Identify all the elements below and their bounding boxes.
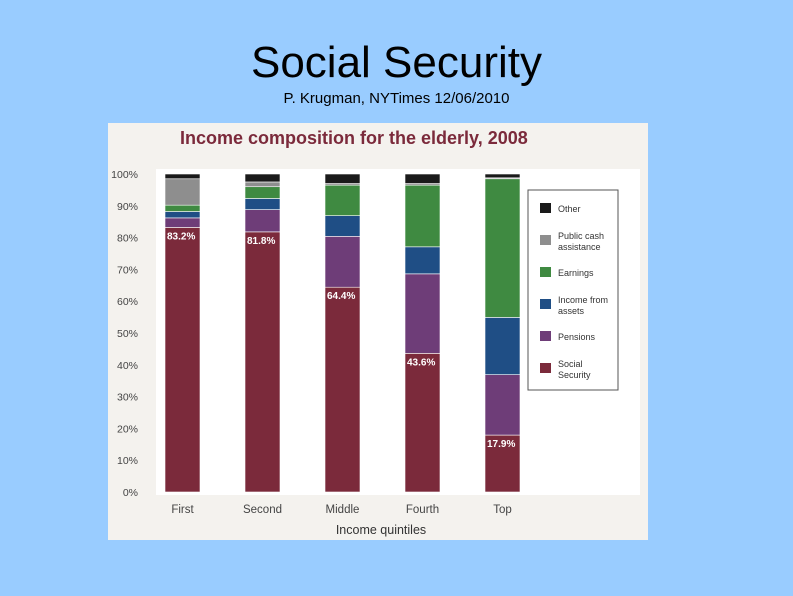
bar-segment	[324, 215, 361, 237]
legend-label-line: Security	[558, 370, 591, 380]
bar-segment	[164, 217, 201, 228]
bar-segment	[484, 434, 521, 493]
x-tick-label: Top	[493, 504, 512, 516]
y-axis: 0% 10% 20% 30% 40% 50% 60% 70% 80% 90% 100%	[111, 169, 138, 499]
slide-subtitle: P. Krugman, NYTimes 12/06/2010	[283, 90, 510, 107]
y-tick-label: 20%	[117, 423, 138, 435]
bar-segment	[404, 353, 441, 493]
bar-segment	[244, 181, 281, 188]
bar-data-label: 83.2%	[167, 231, 195, 242]
chart-title: Income composition for the elderly, 2008	[180, 128, 528, 148]
bar-segment	[484, 317, 521, 375]
bar-segment	[244, 173, 281, 183]
legend-label: Pensions	[558, 332, 596, 342]
y-tick-label: 40%	[117, 360, 138, 372]
bar-segment	[484, 173, 521, 179]
legend-label-line: Pensions	[558, 332, 596, 342]
bar-segment	[324, 173, 361, 184]
bar-segment	[164, 211, 201, 219]
bar-data-label: 81.8%	[247, 236, 275, 247]
y-tick-label: 100%	[111, 169, 138, 181]
legend-label: Public cash assistance	[558, 231, 604, 252]
legend-label-line: Income from	[558, 295, 608, 305]
bar-segment	[484, 374, 521, 436]
bar-segment	[404, 184, 441, 248]
legend-label-line: assets	[558, 306, 585, 316]
y-tick-label: 0%	[123, 487, 138, 499]
bar-segment	[164, 178, 201, 206]
legend-label-line: Other	[558, 204, 581, 214]
y-tick-label: 30%	[117, 392, 138, 404]
y-tick-label: 50%	[117, 328, 138, 340]
y-tick-label: 90%	[117, 201, 138, 213]
bar-segment	[244, 209, 281, 233]
bars-group: 83.2% 81.8% 64.4% 43.6% 17.9%	[164, 173, 521, 493]
bar-segment	[164, 173, 201, 180]
bar-data-label: 17.9%	[487, 439, 515, 450]
bar-data-label: 43.6%	[407, 357, 435, 368]
y-tick-label: 80%	[117, 233, 138, 245]
legend-swatch	[540, 299, 551, 309]
bar-segment	[244, 198, 281, 210]
stacked-bar-chart: Income composition for the elderly, 2008…	[108, 123, 648, 540]
bar-segment	[164, 227, 201, 493]
x-axis-label: Income quintiles	[336, 523, 426, 537]
legend-swatch	[540, 203, 551, 213]
x-tick-label: Fourth	[406, 504, 439, 516]
bar-segment	[324, 286, 361, 493]
y-tick-label: 60%	[117, 296, 138, 308]
legend-label-line: Public cash	[558, 231, 604, 241]
legend-label-line: Social	[558, 359, 583, 369]
legend-label: Social Security	[558, 359, 591, 380]
bar-segment	[404, 173, 441, 184]
bar-segment	[404, 246, 441, 275]
x-tick-label: First	[171, 504, 194, 516]
bar-data-label: 64.4%	[327, 291, 355, 302]
legend-swatch	[540, 363, 551, 373]
slide-title: Social Security	[250, 38, 542, 87]
legend-label: Earnings	[558, 268, 594, 278]
y-tick-label: 10%	[117, 455, 138, 467]
legend-swatch	[540, 267, 551, 277]
bar-segment	[324, 236, 361, 288]
bar-segment	[244, 231, 281, 493]
legend-label-line: assistance	[558, 242, 601, 252]
legend-label-line: Earnings	[558, 268, 594, 278]
x-axis: First Second Middle Fourth Top	[171, 504, 511, 516]
bar-segment	[484, 178, 521, 318]
x-tick-label: Second	[243, 504, 282, 516]
bar-segment	[164, 204, 201, 212]
legend-swatch	[540, 331, 551, 341]
chart-image: Income composition for the elderly, 2008…	[108, 123, 648, 540]
legend-box	[527, 189, 619, 391]
bar-segment	[244, 186, 281, 199]
legend-label: Income from assets	[558, 295, 608, 316]
legend-swatch	[540, 235, 551, 245]
bar-segment	[324, 184, 361, 216]
legend: Other Public cash assistance Earnings Income…	[527, 189, 619, 391]
legend-label: Other	[558, 204, 581, 214]
x-tick-label: Middle	[326, 504, 360, 516]
bar-segment	[404, 273, 441, 354]
y-tick-label: 70%	[117, 264, 138, 276]
